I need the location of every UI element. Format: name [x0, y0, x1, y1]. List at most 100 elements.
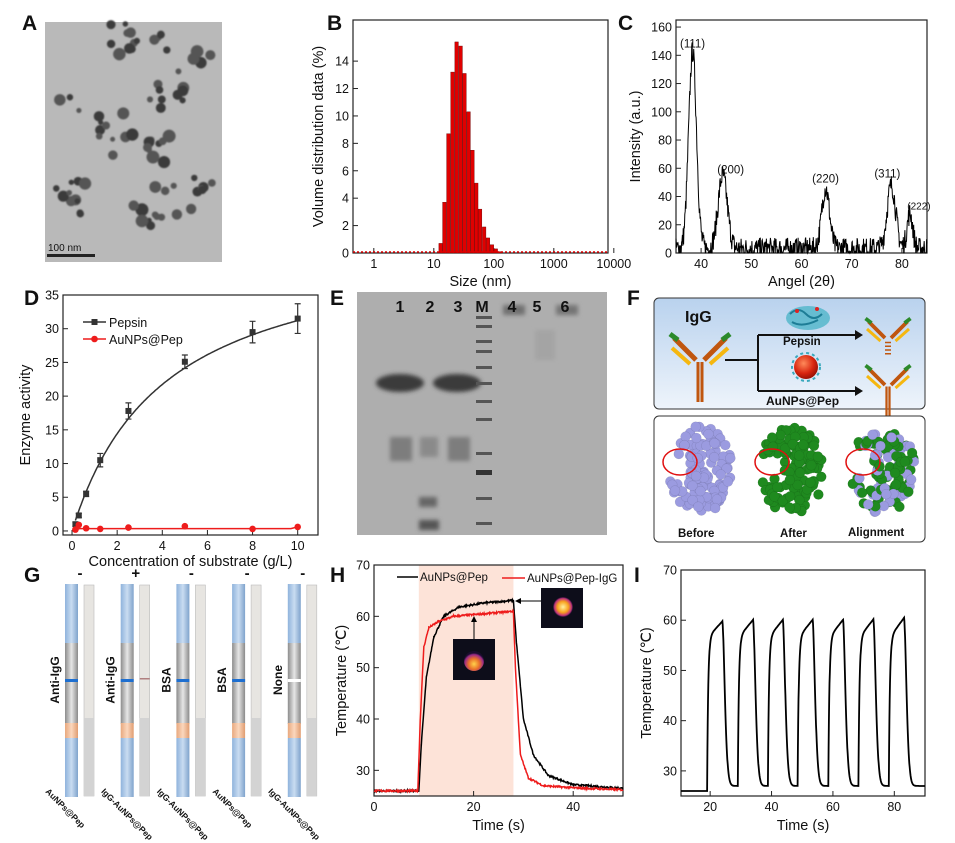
residue: [899, 456, 911, 468]
y-tick-label: 50: [663, 664, 677, 678]
tem-image: 100 nm: [45, 20, 222, 262]
y-tick-label: 80: [658, 134, 672, 148]
highlight-circle: [662, 448, 698, 476]
aunps-pep-point: [72, 526, 79, 533]
residue: [886, 432, 897, 443]
alignment-label: Alignment: [848, 527, 904, 539]
residue: [813, 489, 824, 500]
antibody-icon: [864, 317, 912, 355]
y-axis-label: Enzyme activity: [18, 364, 34, 465]
conjugate-pad: [232, 723, 246, 738]
ladder-band: [476, 350, 492, 353]
nanoparticle: [74, 198, 81, 204]
nanoparticle: [95, 132, 103, 140]
nanoparticle: [146, 221, 156, 231]
residue: [816, 471, 827, 483]
conjugate-pad: [287, 723, 301, 738]
residue: [854, 472, 865, 484]
sample-pad: [287, 584, 301, 643]
nanoparticle: [133, 37, 141, 45]
residue: [890, 479, 902, 490]
residue: [869, 450, 881, 461]
legend-marker-aunps-pep: [91, 335, 98, 343]
variable-region: [720, 332, 732, 342]
nanoparticle: [205, 50, 216, 61]
bar: [450, 71, 455, 254]
residue: [808, 440, 820, 452]
before-label: Before: [678, 528, 714, 540]
nanoparticle: [191, 174, 198, 182]
y-tick-label: 15: [45, 423, 59, 437]
heavy-chain: [889, 320, 909, 340]
variable-region: [668, 332, 680, 342]
nanoparticle: [76, 107, 82, 114]
light-chain: [670, 346, 692, 366]
nanoparticle: [160, 186, 170, 196]
antibody-icon: [864, 364, 912, 417]
bar: [438, 243, 443, 254]
y-tick-label: 30: [45, 322, 59, 336]
temperature-cycle-line: [681, 615, 925, 792]
heavy-chain: [867, 367, 887, 387]
nanoparticle: [102, 121, 111, 130]
panel-label-h: H: [330, 564, 345, 587]
x-tick-label: 6: [204, 539, 211, 553]
plot-frame: [680, 569, 926, 797]
nanoparticle: [156, 30, 165, 39]
y-tick-label: 0: [342, 247, 349, 261]
residue: [722, 476, 734, 487]
y-tick-label: 14: [335, 55, 349, 69]
bar: [466, 111, 471, 254]
x-tick-label: 60: [826, 800, 840, 814]
y-tick-label: 70: [356, 559, 370, 573]
highlight-circle: [845, 448, 881, 476]
bar: [474, 182, 479, 254]
y-tick-label: 8: [342, 137, 349, 151]
y-tick-label: 50: [356, 661, 370, 675]
ladder-band: [476, 452, 492, 455]
protein-surface: [665, 421, 736, 516]
residue: [720, 439, 731, 451]
residue: [687, 494, 698, 506]
residue: [715, 469, 727, 480]
variable-region: [864, 317, 873, 325]
residue: [784, 502, 795, 513]
pepsin-point: [125, 407, 132, 414]
nanoparticle: [76, 209, 84, 217]
legend-label-pepsin: Pepsin: [109, 316, 147, 330]
peak-label: (220): [812, 173, 839, 185]
conjugate-pad: [176, 723, 190, 738]
heavy-chain: [672, 336, 698, 362]
x-tick-label: 10: [427, 257, 441, 271]
sample-pad: [65, 584, 78, 643]
residue: [889, 467, 901, 479]
absorbent-pad: [287, 738, 301, 797]
nanoparticle: [110, 136, 116, 142]
aunps-pep-point: [294, 523, 301, 531]
thermal-spot: [464, 651, 484, 671]
legend-marker-pepsin: [91, 319, 98, 325]
residue: [806, 460, 817, 471]
legend-label-aunps-pep: AuNPs@Pep: [109, 333, 183, 347]
residue: [805, 477, 816, 488]
nanoparticle: [146, 96, 154, 103]
real-strip-pad: [306, 718, 317, 796]
x-tick-label: 1: [370, 257, 377, 271]
igg-label: IgG: [685, 309, 712, 326]
x-tick-label: 80: [895, 257, 909, 271]
x-axis-label: Angel (2θ): [768, 274, 835, 290]
residue: [903, 486, 914, 498]
ladder-band: [476, 418, 492, 421]
sample-pad: [120, 584, 134, 643]
test-line: [232, 679, 246, 682]
bar: [454, 41, 459, 254]
conjugate-pad: [65, 723, 78, 738]
bar: [442, 202, 447, 254]
igg-digestion-schematic: IgG Pepsin AuNPs@Pep: [653, 297, 926, 417]
residue: [875, 440, 886, 452]
nanoparticle: [135, 214, 149, 228]
lane-label: M: [475, 299, 488, 316]
residue: [767, 441, 779, 453]
